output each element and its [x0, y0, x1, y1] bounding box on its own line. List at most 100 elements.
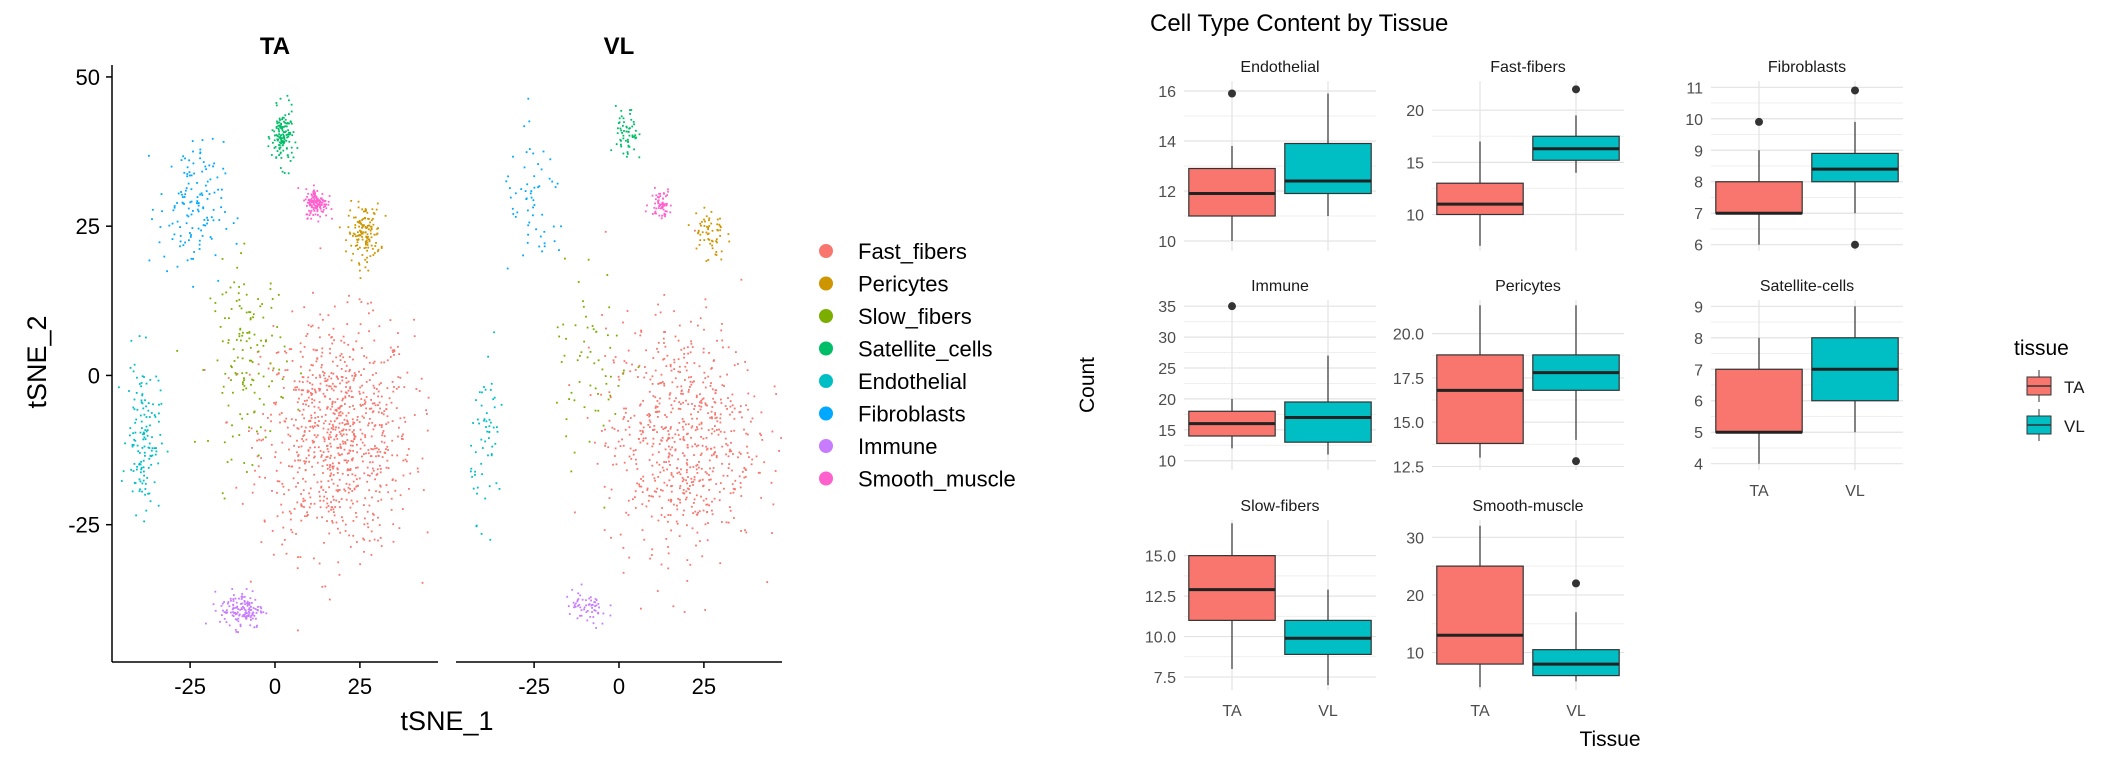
point	[635, 458, 637, 461]
point	[140, 471, 142, 474]
point	[143, 474, 145, 477]
point	[143, 413, 146, 416]
point	[323, 541, 325, 544]
point	[565, 435, 568, 438]
point	[290, 110, 293, 113]
point	[281, 543, 284, 546]
point	[369, 225, 372, 228]
point	[221, 188, 223, 191]
point	[319, 313, 322, 316]
point	[244, 613, 246, 616]
point	[483, 419, 485, 422]
point	[300, 425, 303, 428]
point	[644, 366, 646, 368]
point	[695, 212, 698, 215]
point	[284, 131, 286, 134]
point	[488, 431, 491, 434]
point	[219, 326, 222, 328]
point	[528, 148, 531, 150]
point	[322, 427, 325, 430]
point	[359, 229, 361, 232]
point	[629, 417, 632, 419]
outlier	[1851, 86, 1859, 95]
point	[393, 354, 395, 356]
point	[257, 606, 259, 608]
point	[704, 402, 707, 405]
point	[230, 308, 233, 310]
cluster-endothelial	[470, 331, 503, 541]
point	[279, 119, 281, 121]
point	[365, 235, 368, 238]
point	[402, 433, 404, 436]
point	[586, 417, 589, 419]
point	[317, 446, 320, 449]
point	[693, 380, 695, 383]
point	[369, 417, 371, 420]
point	[278, 117, 281, 120]
point	[142, 466, 145, 469]
point	[271, 129, 274, 132]
point	[296, 501, 299, 504]
point	[601, 622, 604, 625]
point	[708, 459, 711, 462]
point	[657, 416, 659, 418]
point	[685, 498, 687, 501]
point	[654, 187, 656, 189]
point	[251, 601, 253, 604]
point	[721, 445, 724, 448]
point	[144, 438, 147, 441]
point	[632, 449, 635, 452]
point	[293, 388, 295, 391]
point	[228, 317, 230, 320]
point	[343, 459, 346, 462]
point	[371, 467, 374, 470]
point	[279, 152, 282, 155]
point	[243, 385, 246, 387]
point	[324, 395, 327, 398]
point	[668, 393, 671, 396]
point	[685, 433, 688, 436]
point	[297, 629, 299, 632]
point	[245, 617, 247, 620]
point	[268, 385, 270, 388]
point	[539, 235, 542, 238]
point	[693, 362, 696, 364]
point	[312, 208, 315, 211]
point	[297, 454, 300, 456]
point	[581, 598, 584, 601]
point	[229, 597, 232, 600]
point	[176, 265, 179, 268]
point	[330, 377, 333, 380]
point	[687, 346, 689, 349]
point	[276, 150, 279, 152]
point	[738, 411, 741, 414]
box-ta	[1188, 523, 1276, 669]
point	[216, 176, 219, 179]
point	[249, 616, 252, 619]
point	[682, 428, 685, 431]
point	[221, 258, 224, 260]
point	[258, 397, 261, 400]
point	[627, 349, 630, 352]
point	[341, 399, 344, 402]
point	[277, 135, 280, 138]
point	[350, 499, 353, 502]
point	[259, 355, 262, 358]
point	[697, 232, 699, 235]
point	[505, 180, 508, 183]
y-tick-label: 35	[1158, 299, 1176, 316]
point	[679, 371, 681, 373]
y-axis-title: Count	[1076, 357, 1099, 413]
point	[322, 499, 325, 502]
point	[247, 608, 250, 611]
point	[221, 340, 224, 343]
point	[426, 531, 429, 534]
point	[205, 184, 207, 187]
point	[548, 177, 551, 180]
point	[310, 414, 313, 417]
point	[214, 254, 217, 257]
legend-label: Pericytes	[858, 272, 948, 297]
point	[326, 445, 328, 447]
y-tick-label: 25	[76, 214, 100, 239]
point	[276, 480, 279, 483]
